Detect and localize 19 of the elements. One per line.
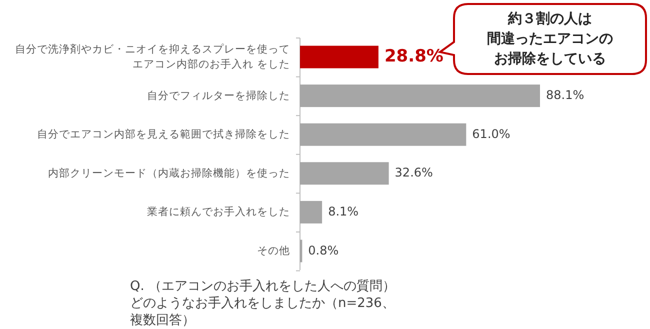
annotation: 約３割の人は間違ったエアコンのお掃除をしている	[487, 10, 613, 67]
bar	[300, 84, 540, 108]
text: Q. （エアコンのお手入れをした人への質問）どのようなお手入れをしましたか（n=236、複数回答）	[130, 278, 396, 328]
y-tick-label: 内部クリーンモード（内蔵お掃除機能）を使った	[48, 166, 290, 180]
data-label: 8.1%	[328, 204, 359, 218]
y-tick-label: 自分でフィルターを掃除した	[147, 90, 290, 102]
data-label: 0.8%	[308, 243, 339, 258]
y-tick-label: 自分で洗浄剤やカビ・ニオイを抑えるスプレーを使ってエアコン内部のお手入れ をした	[15, 42, 290, 70]
data-label: 61.0%	[472, 126, 510, 141]
y-tick-label: その他	[257, 244, 290, 257]
y-tick-label: 自分でエアコン内部を見える範囲で拭き掃除をした	[37, 127, 290, 140]
y-tick-label: 業者に頼んでお手入れをした	[147, 205, 290, 218]
data-label: 28.8%	[384, 46, 444, 67]
bar	[300, 200, 322, 224]
data-label: 32.6%	[394, 166, 433, 180]
data-label: 88.1%	[546, 88, 584, 102]
bar	[300, 162, 389, 185]
bar	[300, 46, 378, 68]
bar	[300, 123, 466, 146]
